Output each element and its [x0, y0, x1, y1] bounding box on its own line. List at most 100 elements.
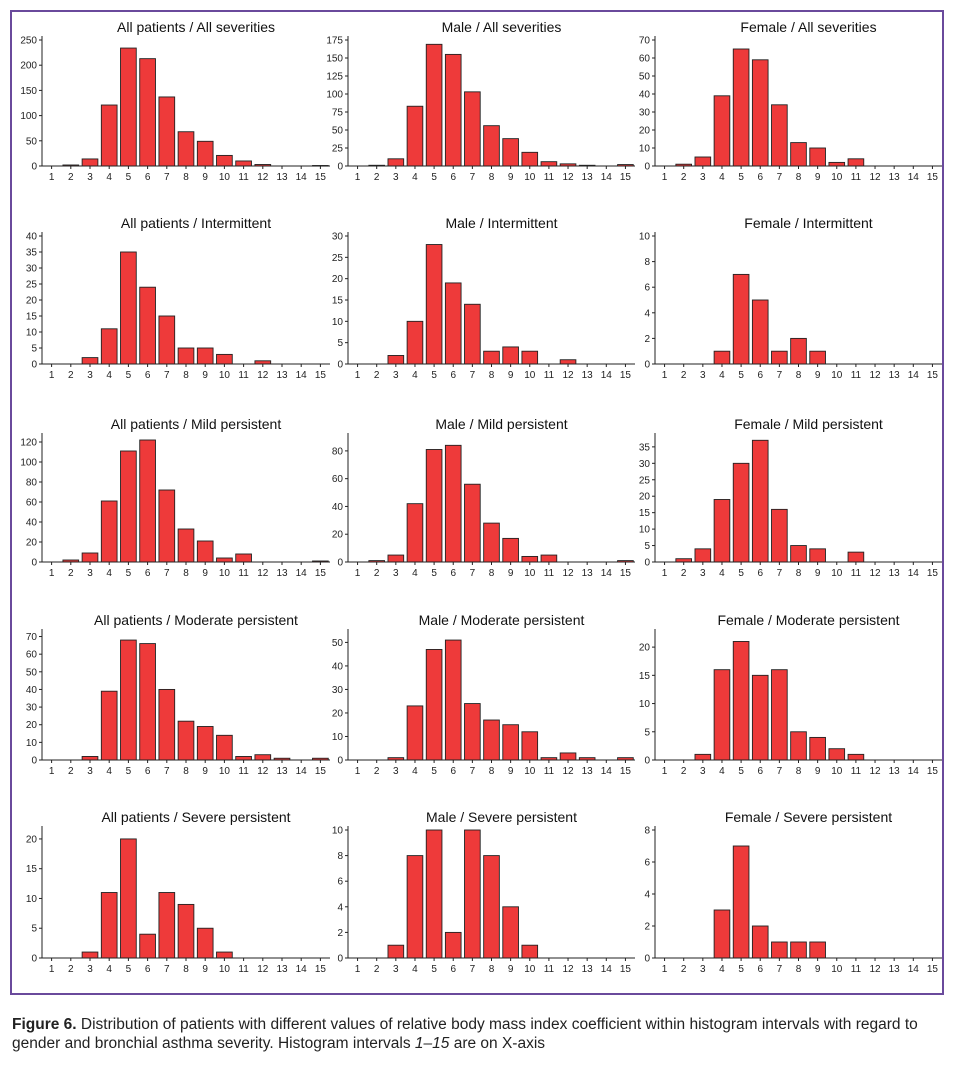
x-tick-label: 13	[276, 370, 288, 381]
bar	[139, 933, 156, 959]
y-tick-label: 0	[644, 954, 650, 965]
x-tick-label: 3	[393, 172, 399, 183]
x-tick-label: 9	[202, 766, 208, 777]
bar	[81, 552, 99, 563]
y-tick-label: 6	[644, 858, 650, 869]
y-tick-label: 0	[337, 954, 343, 965]
bar	[139, 439, 156, 563]
x-tick-label: 14	[296, 172, 308, 183]
x-tick-label: 1	[355, 172, 361, 183]
x-tick-label: 5	[431, 370, 437, 381]
x-tick-label: 8	[796, 964, 802, 975]
x-tick-label: 8	[489, 766, 495, 777]
x-tick-label: 11	[544, 766, 555, 777]
x-tick-label: 1	[49, 766, 55, 777]
bar	[196, 140, 214, 167]
bar	[120, 47, 137, 167]
bar	[100, 500, 118, 563]
histogram-grid: All patients / All severities05010015020…	[20, 19, 942, 975]
y-tick-label: 150	[326, 54, 343, 65]
x-tick-label: 4	[106, 172, 112, 183]
bar	[790, 941, 807, 959]
x-tick-label: 7	[470, 766, 476, 777]
x-tick-label: 12	[257, 370, 269, 381]
bar	[216, 951, 233, 959]
bar	[732, 273, 750, 365]
x-tick-label: 14	[908, 964, 920, 975]
histogram-10: All patients / Moderate persistent 0 10 20 3…	[26, 612, 330, 777]
x-tick-label: 3	[87, 568, 93, 579]
x-tick-label: 3	[393, 964, 399, 975]
bar	[540, 554, 558, 563]
x-tick-label: 9	[508, 964, 514, 975]
caption-text: Distribution of patients with different …	[12, 1016, 918, 1052]
x-tick-label: 1	[662, 568, 668, 579]
y-tick-label: 0	[644, 756, 650, 767]
bar	[235, 756, 252, 761]
x-tick-label: 13	[889, 370, 901, 381]
x-tick-label: 6	[450, 766, 456, 777]
x-tick-label: 5	[126, 172, 132, 183]
x-tick-label: 10	[219, 568, 231, 579]
bar	[196, 927, 214, 959]
x-tick-label: 4	[719, 766, 725, 777]
x-tick-label: 7	[777, 964, 783, 975]
x-tick-label: 7	[470, 964, 476, 975]
x-tick-label: 7	[164, 172, 170, 183]
x-tick-label: 7	[164, 568, 170, 579]
bar	[406, 705, 424, 761]
x-tick-label: 12	[869, 964, 881, 975]
x-tick-label: 10	[831, 568, 843, 579]
y-tick-label: 60	[26, 498, 38, 509]
y-tick-label: 10	[26, 328, 38, 339]
y-tick-label: 10	[639, 699, 651, 710]
y-tick-label: 20	[26, 720, 38, 731]
x-tick-label: 4	[412, 568, 418, 579]
y-tick-label: 10	[639, 144, 651, 155]
y-tick-label: 30	[639, 108, 651, 119]
bar	[139, 58, 156, 167]
x-tick-label: 12	[562, 964, 574, 975]
bar	[464, 303, 481, 365]
x-tick-label: 1	[662, 172, 668, 183]
y-tick-label: 20	[639, 492, 651, 503]
bar	[425, 649, 443, 761]
x-tick-label: 1	[49, 370, 55, 381]
y-tick-label: 50	[26, 136, 38, 147]
x-tick-label: 3	[393, 766, 399, 777]
bar	[100, 104, 118, 167]
y-tick-label: 100	[20, 458, 37, 469]
x-tick-label: 14	[601, 964, 613, 975]
y-tick-label: 10	[332, 317, 344, 328]
x-tick-label: 2	[68, 172, 74, 183]
bar	[483, 522, 500, 563]
x-tick-label: 1	[662, 370, 668, 381]
y-tick-label: 10	[639, 232, 651, 243]
bar	[828, 161, 846, 167]
x-tick-label: 7	[164, 964, 170, 975]
bar	[425, 43, 443, 167]
y-tick-label: 4	[644, 308, 650, 319]
chart-title: All patients / Severe persistent	[101, 809, 290, 825]
x-tick-label: 9	[815, 370, 821, 381]
bar	[732, 845, 750, 959]
y-tick-label: 15	[639, 508, 651, 519]
x-tick-label: 11	[851, 766, 862, 777]
bar	[559, 752, 577, 761]
x-tick-label: 13	[582, 568, 594, 579]
x-tick-label: 6	[145, 172, 151, 183]
y-tick-label: 120	[20, 438, 37, 449]
bar	[196, 726, 214, 761]
x-tick-label: 8	[796, 172, 802, 183]
x-tick-label: 3	[700, 964, 706, 975]
bar	[790, 142, 807, 167]
x-tick-label: 2	[374, 568, 380, 579]
bar	[425, 449, 443, 563]
x-tick-label: 2	[374, 964, 380, 975]
y-tick-label: 30	[332, 685, 344, 696]
bar	[81, 951, 99, 959]
x-tick-label: 2	[374, 766, 380, 777]
